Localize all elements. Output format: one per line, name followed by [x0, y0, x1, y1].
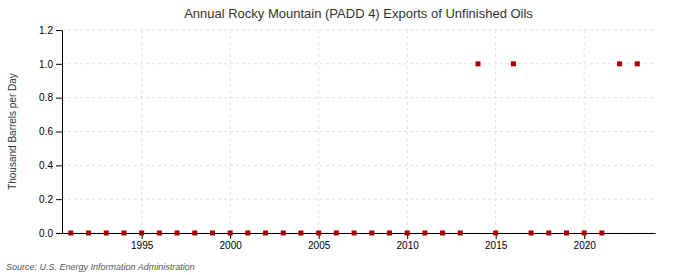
y-tick-mark — [56, 98, 62, 99]
point — [475, 61, 480, 66]
point — [599, 231, 604, 236]
y-grid-line — [62, 199, 655, 200]
x-grid-line — [318, 30, 319, 233]
y-tick: 0.0 — [39, 228, 62, 239]
point — [387, 231, 392, 236]
point — [405, 231, 410, 236]
point — [511, 61, 516, 66]
point — [121, 231, 126, 236]
point — [458, 231, 463, 236]
y-tick-label: 0.2 — [39, 194, 53, 205]
point — [157, 231, 162, 236]
point — [175, 231, 180, 236]
source-note: Source: U.S. Energy Information Administ… — [6, 262, 195, 272]
y-tick-label: 0.6 — [39, 126, 53, 137]
y-tick-label: 1.0 — [39, 59, 53, 70]
point — [422, 231, 427, 236]
y-tick: 0.8 — [39, 92, 62, 103]
x-tick-label: 2005 — [308, 240, 331, 251]
point — [210, 231, 215, 236]
y-axis-line — [62, 31, 63, 234]
y-tick-label: 0.8 — [39, 92, 53, 103]
point — [529, 231, 534, 236]
point — [440, 231, 445, 236]
x-tick: 2020 — [574, 233, 597, 251]
x-tick-label: 2000 — [220, 240, 243, 251]
y-grid-line — [62, 131, 655, 132]
point — [334, 231, 339, 236]
y-tick-mark — [56, 165, 62, 166]
x-tick-label: 2010 — [397, 240, 420, 251]
point — [281, 231, 286, 236]
point — [104, 231, 109, 236]
y-grid-line — [62, 63, 655, 64]
y-tick-mark — [56, 233, 62, 234]
y-tick-label: 1.2 — [39, 25, 53, 36]
title: Annual Rocky Mountain (PADD 4) Exports o… — [184, 6, 533, 21]
x-tick: 2005 — [308, 233, 331, 251]
point — [564, 231, 569, 236]
point — [582, 231, 587, 236]
point — [369, 231, 374, 236]
y-tick-label: 0.4 — [39, 160, 53, 171]
y-grid-line — [62, 97, 655, 98]
y-tick-mark — [56, 64, 62, 65]
x-tick: 2000 — [220, 233, 243, 251]
point — [228, 231, 233, 236]
grid — [62, 30, 655, 233]
point — [139, 231, 144, 236]
x-tick: 2015 — [485, 233, 508, 251]
point — [68, 231, 73, 236]
y-tick-mark — [56, 30, 62, 31]
y-tick: 0.6 — [39, 126, 62, 137]
chart: 1995 2000 2005 2010 2015 2020 0.0 0.2 0.4 0.6 0.8 1… — [0, 0, 675, 275]
point — [86, 231, 91, 236]
point — [192, 231, 197, 236]
y-tick: 0.4 — [39, 160, 62, 171]
y-grid-line — [62, 30, 655, 31]
y-tick: 0.2 — [39, 194, 62, 205]
y-axis: 0.0 0.2 0.4 0.6 0.8 1.0 1.2 — [39, 25, 62, 239]
point — [263, 231, 268, 236]
plot: 1995 2000 2005 2010 2015 2020 0.0 0.2 0.4 0.6 0.8 1… — [39, 25, 655, 251]
y-tick-mark — [56, 132, 62, 133]
point — [245, 231, 250, 236]
point — [546, 231, 551, 236]
point — [635, 61, 640, 66]
x-tick: 2010 — [397, 233, 420, 251]
point — [316, 231, 321, 236]
y-tick-label: 0.0 — [39, 228, 53, 239]
points — [68, 61, 639, 235]
x-tick-label: 2020 — [574, 240, 597, 251]
x-axis: 1995 2000 2005 2010 2015 2020 — [63, 233, 656, 251]
y-grid-line — [62, 165, 655, 166]
point — [352, 231, 357, 236]
point — [617, 61, 622, 66]
x-tick: 1995 — [131, 233, 154, 251]
point — [493, 231, 498, 236]
y-tick: 1.2 — [39, 25, 62, 36]
y-axis-title: Thousand Barrels per Day — [7, 73, 18, 190]
y-tick: 1.0 — [39, 59, 62, 70]
x-tick-label: 1995 — [131, 240, 154, 251]
x-tick-label: 2015 — [485, 240, 508, 251]
point — [298, 231, 303, 236]
y-tick-mark — [56, 199, 62, 200]
